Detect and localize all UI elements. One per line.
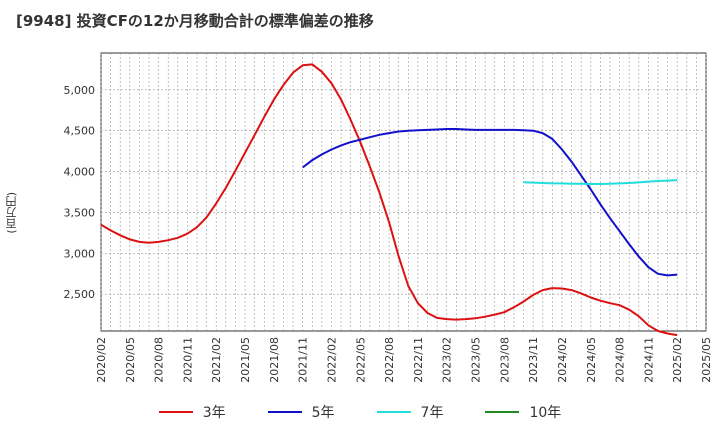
chart-title: [9948] 投資CFの12か月移動合計の標準偏差の推移 (16, 12, 374, 30)
x-tick-label: 2020/05 (124, 337, 137, 383)
legend-item: 7年 (376, 402, 444, 422)
x-tick-label: 2023/05 (470, 337, 483, 383)
y-tick-label: 3,000 (64, 247, 96, 260)
legend-item: 5年 (267, 402, 335, 422)
x-tick-label: 2020/08 (153, 337, 166, 383)
legend-swatch (376, 411, 411, 413)
x-tick-label: 2024/02 (556, 337, 569, 383)
plot-area (100, 52, 707, 332)
x-tick-label: 2024/11 (642, 337, 655, 383)
y-tick-label: 4,500 (64, 125, 96, 138)
y-tick-label: 4,000 (64, 166, 96, 179)
x-tick-label: 2020/11 (181, 337, 194, 383)
x-tick-label: 2025/02 (671, 337, 684, 383)
x-tick-label: 2021/08 (268, 337, 281, 383)
x-tick-label: 2021/11 (297, 337, 310, 383)
x-tick-label: 2023/11 (527, 337, 540, 383)
legend-label: 7年 (420, 405, 444, 421)
x-tick-label: 2025/05 (700, 337, 713, 383)
legend-swatch (158, 411, 193, 413)
legend-swatch (267, 411, 302, 413)
legend-item: 3年 (158, 402, 226, 422)
chart-legend: 3年 5年 7年 10年 (0, 402, 720, 422)
x-tick-label: 2024/08 (614, 337, 627, 383)
x-tick-label: 2021/05 (239, 337, 252, 383)
x-tick-label: 2022/11 (412, 337, 425, 383)
x-tick-label: 2023/08 (498, 337, 511, 383)
series-line (100, 63, 678, 337)
x-tick-label: 2022/08 (383, 337, 396, 383)
x-tick-label: 2023/02 (441, 337, 454, 383)
legend-item: 10年 (485, 402, 561, 422)
x-tick-label: 2021/02 (210, 337, 223, 383)
x-tick-label: 2022/05 (354, 337, 367, 383)
legend-label: 10年 (529, 405, 562, 421)
y-tick-label: 3,500 (64, 206, 96, 219)
x-tick-label: 2020/02 (95, 337, 108, 383)
y-tick-label: 5,000 (64, 84, 96, 97)
legend-label: 5年 (311, 405, 335, 421)
legend-label: 3年 (202, 405, 226, 421)
series-line (302, 128, 678, 277)
x-tick-label: 2022/02 (325, 337, 338, 383)
legend-swatch (485, 411, 520, 413)
y-tick-label: 2,500 (64, 288, 96, 301)
x-tick-label: 2024/05 (585, 337, 598, 383)
series-line (523, 179, 678, 185)
